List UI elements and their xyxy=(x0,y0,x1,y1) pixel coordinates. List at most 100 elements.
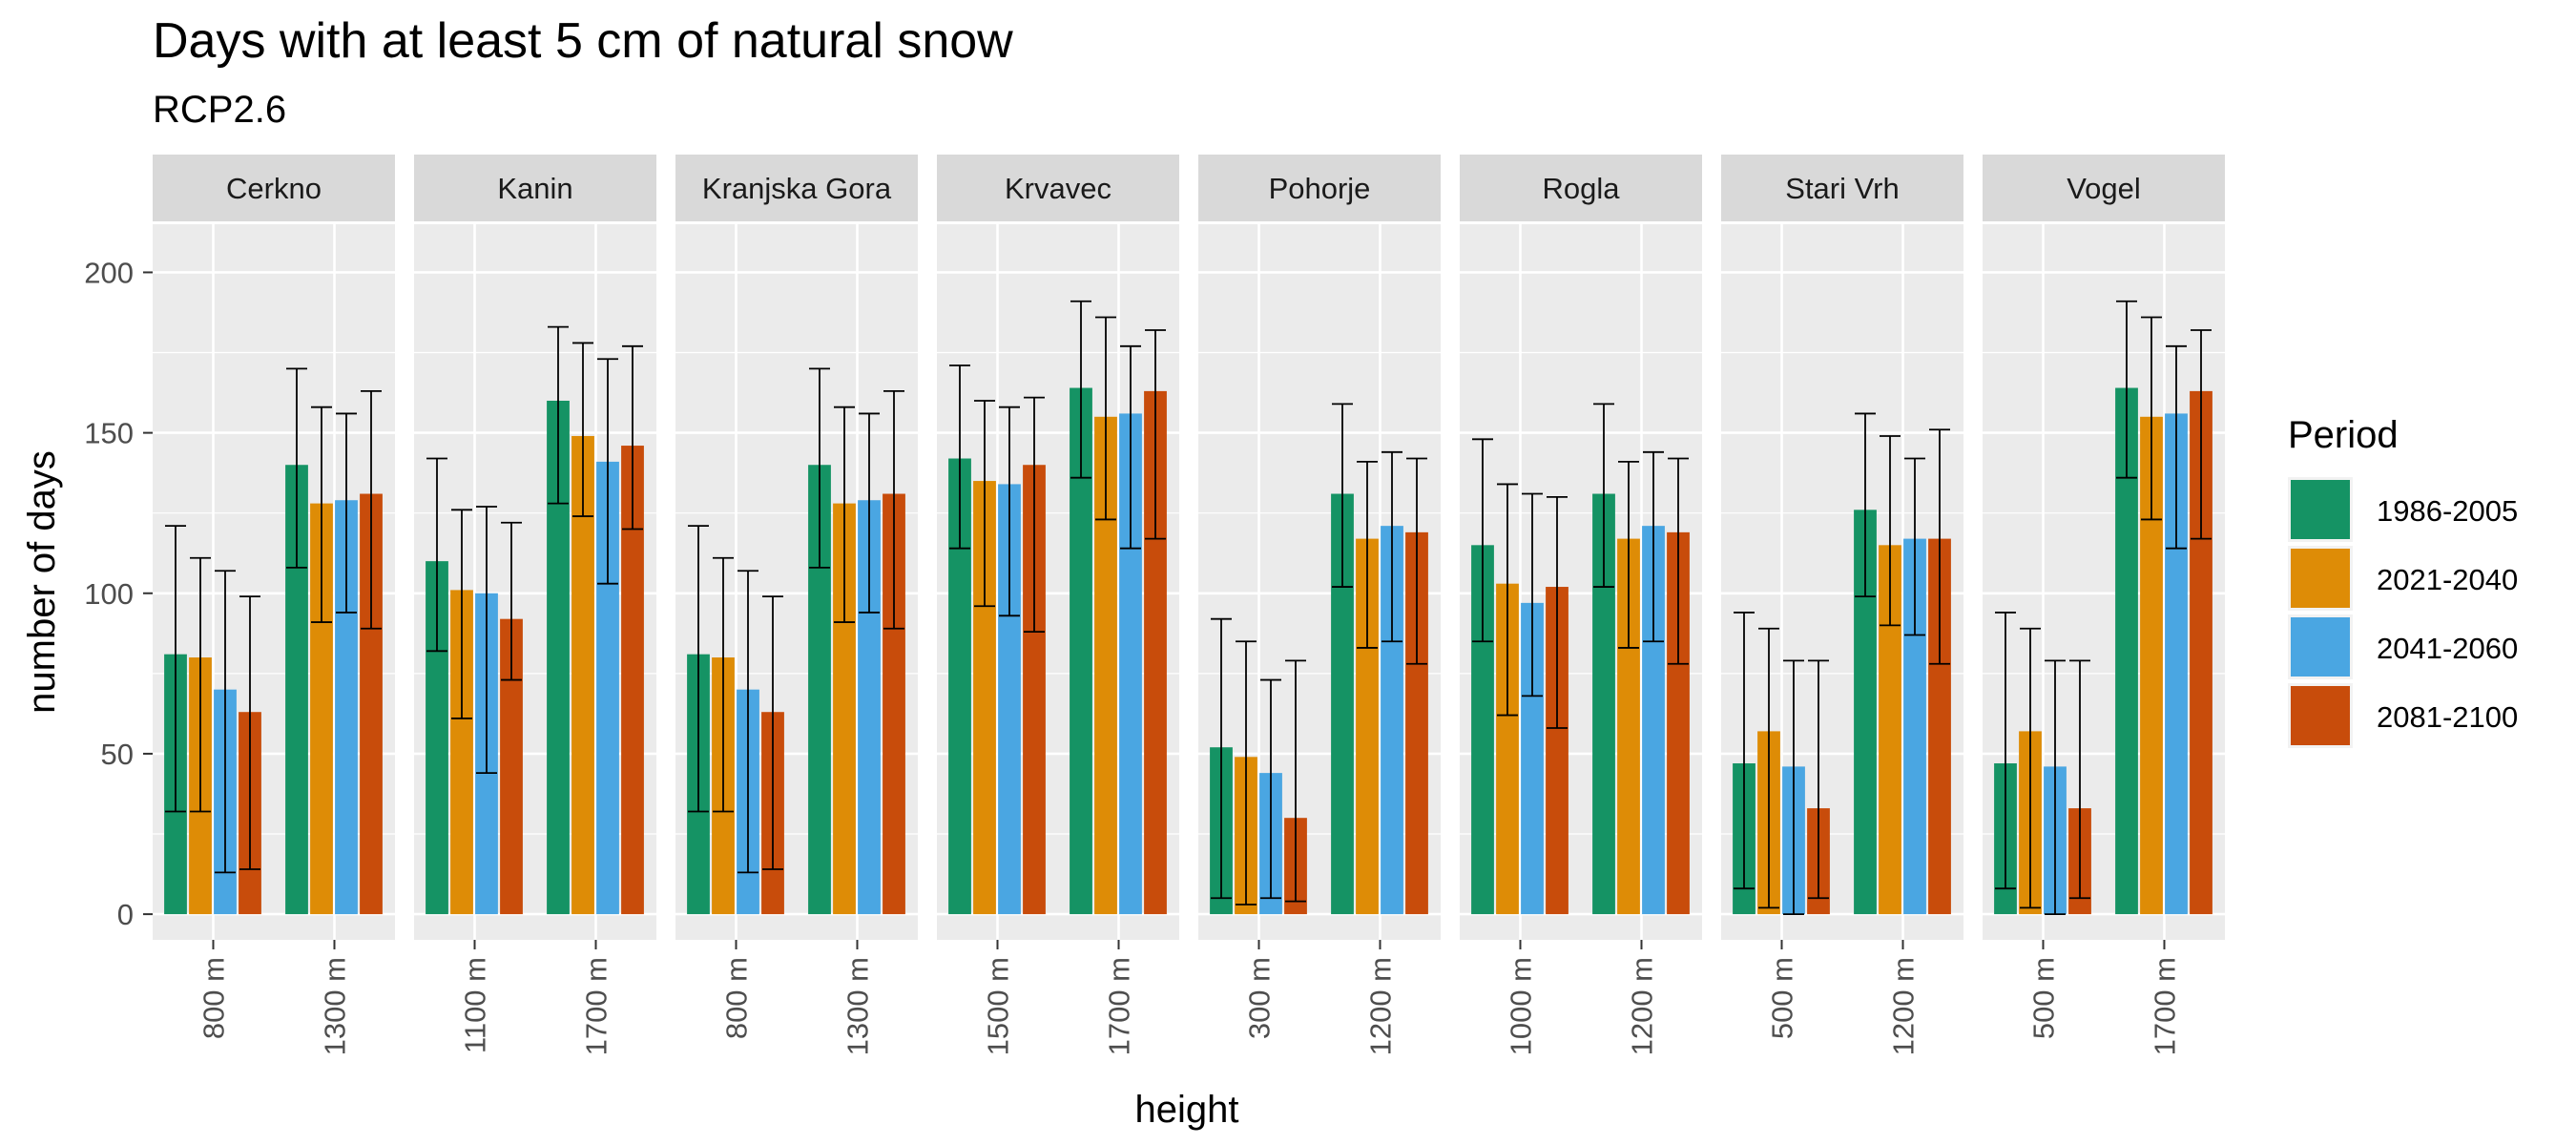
x-tick-label: 1300 m xyxy=(319,957,352,1055)
facet-strip-label: Rogla xyxy=(1543,172,1621,205)
bar xyxy=(1094,416,1117,915)
legend-label: 1986-2005 xyxy=(2377,494,2518,528)
bar xyxy=(1144,390,1167,915)
chart-title: Days with at least 5 cm of natural snow xyxy=(153,13,1013,69)
facet-strip-label: Kanin xyxy=(497,172,572,205)
facet-panel-cerkno: 800 m 1300 m Cerkno xyxy=(153,155,395,1055)
bar xyxy=(1405,531,1428,915)
bar xyxy=(1592,493,1615,915)
y-tick-label: 150 xyxy=(84,417,134,450)
facet-strip xyxy=(153,155,395,221)
facet-panel-krvavec: 1500 m 1700 m Krvavec xyxy=(937,155,1179,1055)
facet-panel-kanin: 1100 m 1700 m Kanin xyxy=(414,155,656,1055)
y-tick-label: 100 xyxy=(84,577,134,611)
bar xyxy=(450,590,473,915)
legend-label: 2041-2060 xyxy=(2377,632,2518,665)
x-tick-label: 1700 m xyxy=(1103,957,1136,1055)
x-tick-label: 1200 m xyxy=(1626,957,1659,1055)
legend-swatch xyxy=(2291,480,2350,539)
x-tick-label: 1500 m xyxy=(982,957,1015,1055)
x-tick-label: 1700 m xyxy=(580,957,613,1055)
bar xyxy=(500,618,523,915)
x-tick-label: 1700 m xyxy=(2149,957,2182,1055)
facet-strip xyxy=(675,155,918,221)
facet-panel-rogla: 1000 m 1200 m Rogla xyxy=(1460,155,1702,1055)
y-tick-label: 200 xyxy=(84,256,134,289)
bar xyxy=(1331,493,1354,915)
facet-strip xyxy=(1460,155,1702,221)
bar xyxy=(1546,587,1568,915)
bar xyxy=(1471,545,1494,915)
bar xyxy=(1521,602,1544,915)
facet-strip-label: Cerkno xyxy=(226,172,322,205)
facet-panel-vogel: 500 m 1700 m Vogel xyxy=(1983,155,2225,1055)
bar xyxy=(883,493,905,915)
x-tick-label: 800 m xyxy=(197,957,231,1039)
bar xyxy=(1642,526,1665,915)
facet-strip-label: Vogel xyxy=(2067,172,2141,205)
facet-panel-stari-vrh: 500 m 1200 m Stari Vrh xyxy=(1721,155,1963,1055)
bar xyxy=(858,500,881,915)
facet-panel-kranjska-gora: 800 m 1300 m Kranjska Gora xyxy=(675,155,918,1055)
bar xyxy=(426,561,448,915)
x-tick-label: 1000 m xyxy=(1505,957,1538,1055)
facet-strip-label: Krvavec xyxy=(1005,172,1111,205)
x-tick-label: 300 m xyxy=(1243,957,1277,1039)
bar xyxy=(360,493,383,915)
legend-title: Period xyxy=(2288,414,2399,456)
bar xyxy=(998,484,1021,915)
facet-strip xyxy=(1721,155,1963,221)
x-tick-label: 1300 m xyxy=(841,957,875,1055)
bar xyxy=(621,446,644,915)
legend-swatch xyxy=(2291,617,2350,677)
bar xyxy=(948,458,971,915)
bar xyxy=(310,503,333,915)
x-tick-label: 1100 m xyxy=(459,957,492,1053)
legend-label: 2081-2100 xyxy=(2377,700,2518,734)
bar xyxy=(1928,538,1951,915)
x-tick-label: 500 m xyxy=(2027,957,2061,1039)
chart-subtitle: RCP2.6 xyxy=(153,89,286,131)
bar xyxy=(335,500,358,915)
bar xyxy=(2190,390,2212,915)
legend-swatch xyxy=(2291,686,2350,745)
facet-strip xyxy=(1983,155,2225,221)
facet-strip xyxy=(414,155,656,221)
bar xyxy=(808,465,831,915)
bar xyxy=(1356,538,1379,915)
bar xyxy=(1667,531,1690,915)
bar xyxy=(1854,510,1877,915)
bar xyxy=(547,400,570,915)
bar xyxy=(2115,387,2138,915)
y-tick-label: 50 xyxy=(101,738,134,771)
x-tick-label: 800 m xyxy=(720,957,754,1039)
legend: 1986-2005 2021-2040 2041-2060 2081-2100 xyxy=(2288,477,2518,748)
legend-swatch xyxy=(2291,549,2350,608)
bar xyxy=(2140,416,2163,915)
bar xyxy=(1381,526,1403,915)
facet-panel-pohorje: 300 m 1200 m Pohorje xyxy=(1198,155,1441,1055)
facet-strip-label: Pohorje xyxy=(1269,172,1371,205)
bar xyxy=(1617,538,1640,915)
x-tick-label: 1200 m xyxy=(1364,957,1398,1055)
y-axis-title: number of days xyxy=(21,450,63,714)
x-axis-title: height xyxy=(1135,1089,1239,1131)
bar xyxy=(833,503,856,915)
bar xyxy=(1023,465,1046,915)
y-tick-label: 0 xyxy=(117,898,134,931)
facet-strip-label: Kranjska Gora xyxy=(702,172,892,205)
facet-strip-label: Stari Vrh xyxy=(1785,172,1899,205)
bar xyxy=(596,461,619,915)
facet-strip xyxy=(937,155,1179,221)
bar xyxy=(1496,583,1519,915)
bar xyxy=(1879,545,1901,915)
x-tick-label: 1200 m xyxy=(1887,957,1921,1055)
bar xyxy=(973,481,996,915)
bar xyxy=(1070,387,1092,915)
bar xyxy=(1903,538,1926,915)
plot-area: 0 50 100 150 200 800 m 1300 m Cerkno 1100 m 1700 … xyxy=(84,155,2225,1055)
facet-strip xyxy=(1198,155,1441,221)
bar xyxy=(2165,413,2188,915)
bar xyxy=(1119,413,1142,915)
